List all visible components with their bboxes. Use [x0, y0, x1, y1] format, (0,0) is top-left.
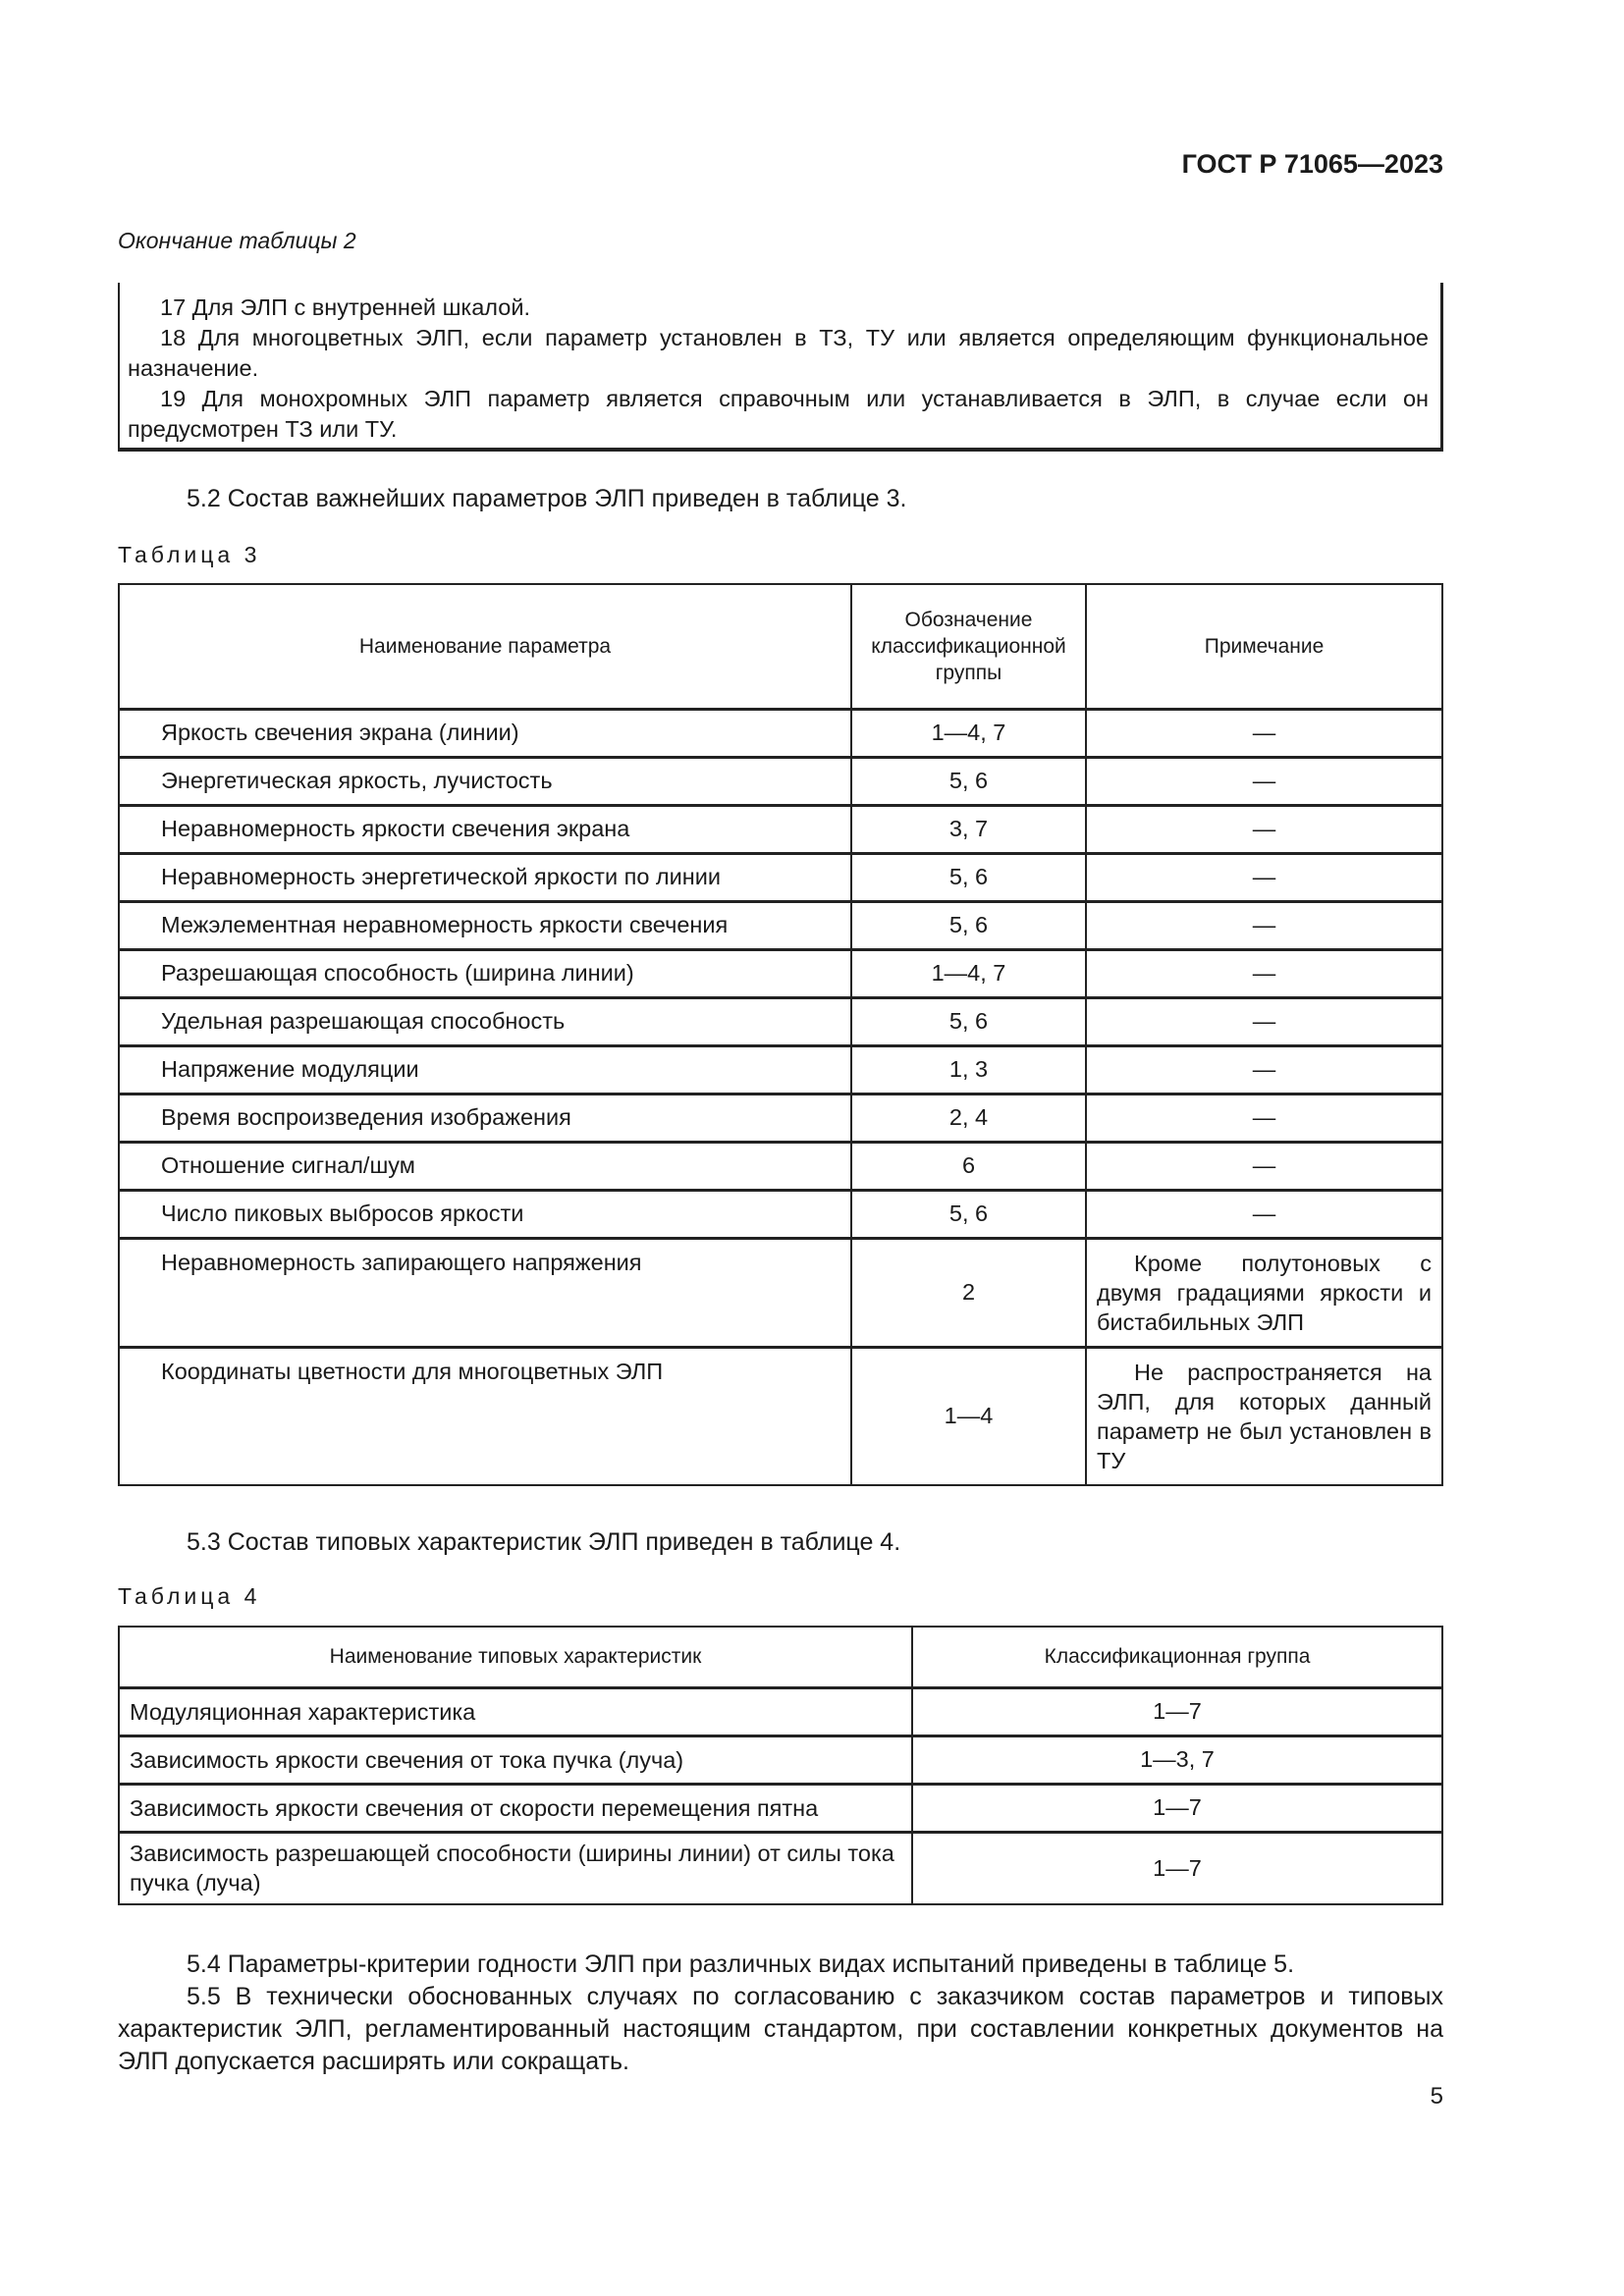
table-row: Удельная разрешающая способность 5, 6— — [118, 995, 1443, 1046]
characteristic-name-cell: Зависимость разрешающей способности (шир… — [118, 1830, 913, 1905]
table-continuation-label: Окончание таблицы 2 — [118, 228, 356, 253]
paragraph-text: 5.2 Состав важнейших параметров ЭЛП прив… — [187, 485, 907, 512]
note-17: 17 Для ЭЛП с внутренней шкалой. — [160, 294, 530, 320]
parameter-name-cell: Неравномерность запирающего напряжения — [118, 1236, 852, 1348]
table-row: Неравномерность яркости свечения экрана 3… — [118, 803, 1443, 854]
parameter-name-cell: Координаты цветности для многоцветных ЭЛ… — [118, 1345, 852, 1486]
parameter-name-cell: Число пиковых выбросов яркости — [118, 1188, 852, 1239]
parameter-name-cell: Напряжение модуляции — [118, 1043, 852, 1095]
table-row: Координаты цветности для многоцветных ЭЛ… — [118, 1345, 1443, 1486]
group-cell: 2 — [850, 1236, 1087, 1348]
table-row: Межэлементная неравномерность яркости св… — [118, 899, 1443, 950]
note-cell: — — [1085, 995, 1443, 1046]
parameter-name-cell: Неравномерность яркости свечения экрана — [118, 803, 852, 854]
header-cell: Примечание — [1085, 583, 1443, 710]
note-cell: Не распространяется на ЭЛП, для которых … — [1085, 1345, 1443, 1486]
group-cell: 3, 7 — [850, 803, 1087, 854]
note-cell: — — [1085, 1092, 1443, 1143]
table-row: Зависимость разрешающей способности (шир… — [118, 1830, 1443, 1905]
group-cell: 5, 6 — [850, 851, 1087, 902]
note-cell: — — [1085, 851, 1443, 902]
group-cell: 5, 6 — [850, 899, 1087, 950]
header-cell: Наименование типовых характеристик — [118, 1626, 913, 1688]
note-cell: — — [1085, 1043, 1443, 1095]
paragraph-5-3: 5.3 Состав типовых характеристик ЭЛП при… — [118, 1526, 1443, 1559]
table-row: Неравномерность запирающего напряжения 2 К… — [118, 1236, 1443, 1348]
paragraph-5-2: 5.2 Состав важнейших параметров ЭЛП прив… — [118, 483, 1443, 515]
parameter-name-cell: Межэлементная неравномерность яркости св… — [118, 899, 852, 950]
parameter-name-cell: Отношение сигнал/шум — [118, 1140, 852, 1191]
table-3: Наименование параметра Обозначение класс… — [118, 583, 1443, 1486]
group-cell: 1—7 — [911, 1685, 1443, 1736]
parameter-name-cell: Удельная разрешающая способность — [118, 995, 852, 1046]
note-cell: — — [1085, 899, 1443, 950]
table4-caption: Таблица 4 — [118, 1583, 261, 1609]
header-cell: Наименование параметра — [118, 583, 852, 710]
note-cell: — — [1085, 755, 1443, 806]
table-row: Разрешающая способность (ширина линии) 1—… — [118, 947, 1443, 998]
parameter-name-cell: Неравномерность энергетической яркости п… — [118, 851, 852, 902]
page-number: 5 — [1430, 2083, 1443, 2109]
note-cell: — — [1085, 1188, 1443, 1239]
group-cell: 2, 4 — [850, 1092, 1087, 1143]
table-row: Неравномерность энергетической яркости п… — [118, 851, 1443, 902]
group-cell: 1—7 — [911, 1830, 1443, 1905]
paragraph-5-4: 5.4 Параметры-критерии годности ЭЛП при … — [187, 1950, 1295, 1978]
table2-notes: 17 Для ЭЛП с внутренней шкалой. 18 Для м… — [118, 283, 1443, 452]
table-row: Зависимость яркости свечения от скорости… — [118, 1782, 1443, 1833]
parameter-name-cell: Яркость свечения экрана (линии) — [118, 707, 852, 758]
group-cell: 1—3, 7 — [911, 1734, 1443, 1785]
group-cell: 1—4, 7 — [850, 707, 1087, 758]
characteristic-name-cell: Зависимость яркости свечения от тока пуч… — [118, 1734, 913, 1785]
table-row: Время воспроизведения изображения 2, 4— — [118, 1092, 1443, 1143]
note-cell: — — [1085, 707, 1443, 758]
group-cell: 5, 6 — [850, 995, 1087, 1046]
table-row: Энергетическая яркость, лучистость 5, 6— — [118, 755, 1443, 806]
paragraph-text: 5.3 Состав типовых характеристик ЭЛП при… — [187, 1528, 901, 1556]
group-cell: 1—4 — [850, 1345, 1087, 1486]
group-cell: 1—7 — [911, 1782, 1443, 1833]
group-cell: 6 — [850, 1140, 1087, 1191]
note-18: 18 Для многоцветных ЭЛП, если параметр у… — [128, 325, 1429, 381]
document-id: ГОСТ Р 71065—2023 — [1181, 149, 1443, 179]
parameter-name-cell: Энергетическая яркость, лучистость — [118, 755, 852, 806]
table-4: Наименование типовых характеристик Класс… — [118, 1626, 1443, 1905]
table-row: Отношение сигнал/шум 6— — [118, 1140, 1443, 1191]
header-cell: Классификационная группа — [911, 1626, 1443, 1688]
parameter-name-cell: Время воспроизведения изображения — [118, 1092, 852, 1143]
group-cell: 1, 3 — [850, 1043, 1087, 1095]
characteristic-name-cell: Модуляционная характеристика — [118, 1685, 913, 1736]
note-19: 19 Для монохромных ЭЛП параметр является… — [128, 386, 1429, 442]
paragraph-5-5: 5.5 В технически обоснованных случаях по… — [118, 1983, 1443, 2075]
note-cell: Кроме полутоновых с двумя градациями ярк… — [1085, 1236, 1443, 1348]
table-row: Яркость свечения экрана (линии) 1—4, 7— — [118, 707, 1443, 758]
paragraph-5-4-5-5: 5.4 Параметры-критерии годности ЭЛП при … — [118, 1949, 1443, 2078]
note-cell: — — [1085, 1140, 1443, 1191]
parameter-name-cell: Разрешающая способность (ширина линии) — [118, 947, 852, 998]
characteristic-name-cell: Зависимость яркости свечения от скорости… — [118, 1782, 913, 1833]
note-cell: — — [1085, 947, 1443, 998]
table-row: Напряжение модуляции 1, 3— — [118, 1043, 1443, 1095]
group-cell: 5, 6 — [850, 1188, 1087, 1239]
header-cell: Обозначение классификационной группы — [850, 583, 1087, 710]
group-cell: 1—4, 7 — [850, 947, 1087, 998]
table-row: Зависимость яркости свечения от тока пуч… — [118, 1734, 1443, 1785]
note-cell: — — [1085, 803, 1443, 854]
table-row: Модуляционная характеристика 1—7 — [118, 1685, 1443, 1736]
table3-caption: Таблица 3 — [118, 542, 261, 567]
table-row: Число пиковых выбросов яркости 5, 6— — [118, 1188, 1443, 1239]
group-cell: 5, 6 — [850, 755, 1087, 806]
